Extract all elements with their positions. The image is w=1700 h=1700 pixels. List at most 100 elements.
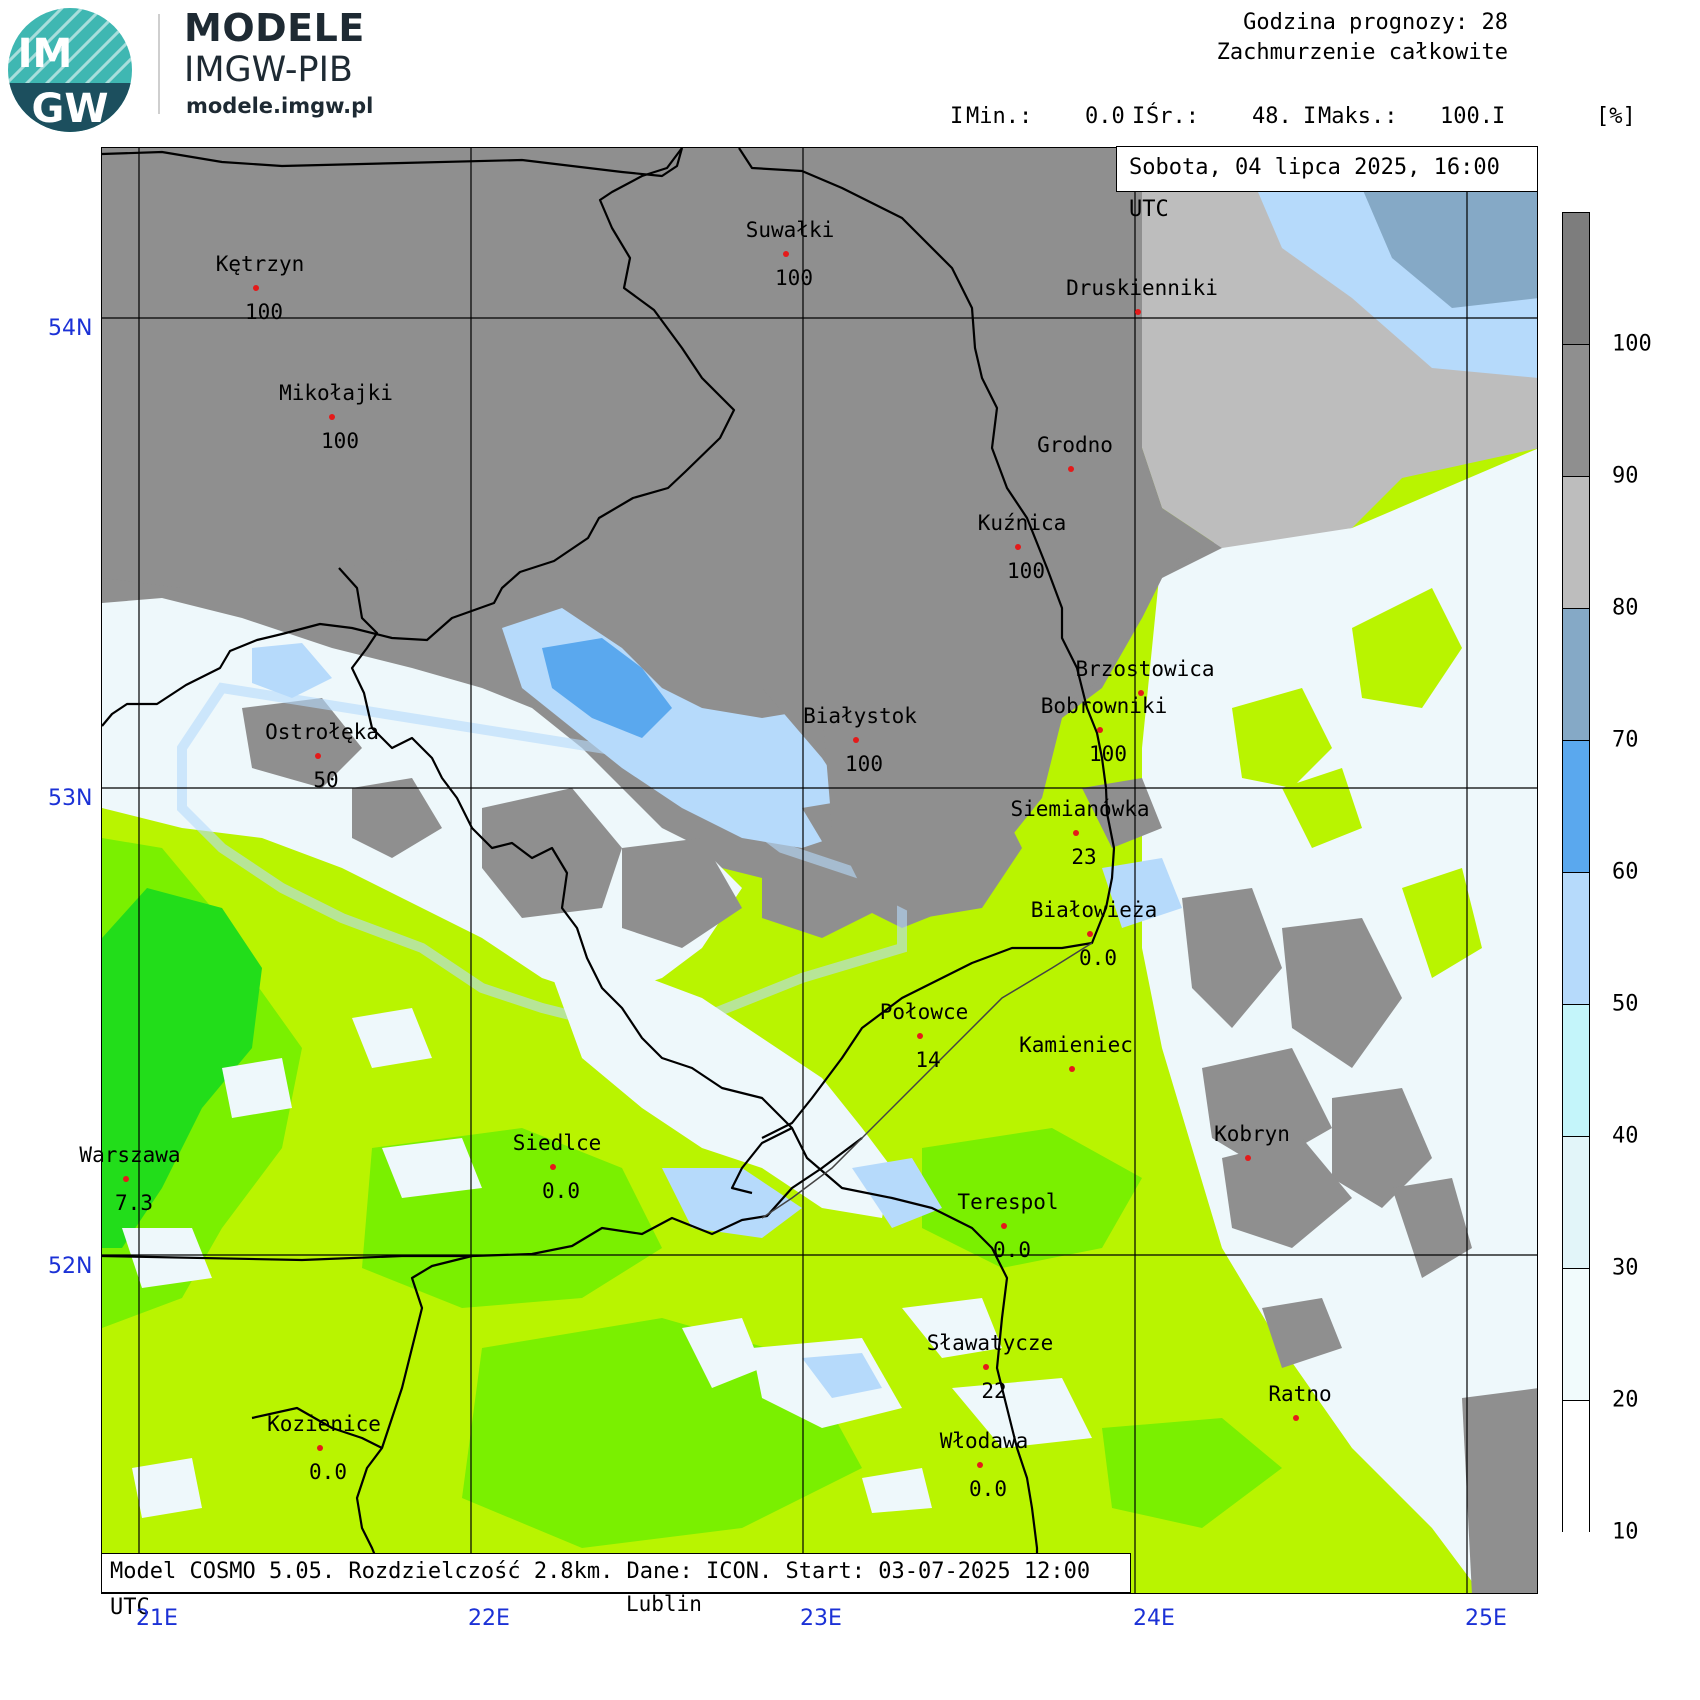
svg-text:GW: GW <box>32 86 109 132</box>
stats-avg-label: Śr.: <box>1146 104 1199 129</box>
legend-swatch <box>1563 609 1589 741</box>
city-name: Ostrołęka <box>265 720 379 744</box>
legend-swatch <box>1563 1005 1589 1137</box>
city-value: 0.0 <box>993 1238 1031 1262</box>
brand-url-link[interactable]: modele.imgw.pl <box>186 94 374 118</box>
city-value: 0.0 <box>542 1179 580 1203</box>
city-marker-icon <box>123 1176 129 1182</box>
lat-label-53n: 53N <box>48 786 93 811</box>
city-name: Połowce <box>879 1000 969 1024</box>
city-marker-icon <box>1138 690 1144 696</box>
imgw-logo-icon: IM GW <box>8 8 132 132</box>
city-marker-icon <box>1068 466 1074 472</box>
brand-divider <box>158 14 160 114</box>
city-name: Siemianówka <box>1010 797 1150 821</box>
city-marker-icon <box>983 1364 989 1370</box>
city-name: Kozienice <box>267 1412 381 1436</box>
city-marker-icon <box>1015 544 1021 550</box>
lat-label-52n: 52N <box>48 1254 93 1279</box>
stats-max-label: Maks.: <box>1318 104 1398 129</box>
city-value: 100 <box>1089 742 1127 766</box>
city-name: Warszawa <box>79 1143 181 1167</box>
city-value: 14 <box>915 1048 941 1072</box>
city-value: 23 <box>1071 845 1097 869</box>
city-value: 22 <box>981 1379 1007 1403</box>
city-name: Kętrzyn <box>215 252 305 276</box>
lublin-label: Lublin <box>626 1592 702 1616</box>
city-marker-icon <box>1001 1223 1007 1229</box>
stats-unit: [%] <box>1596 104 1636 129</box>
city-marker-icon <box>1135 309 1141 315</box>
city-name: Siedlce <box>512 1131 602 1155</box>
cloud-cover-field <box>102 148 1537 1593</box>
city-name: Włodawa <box>939 1429 1029 1453</box>
svg-text:IM: IM <box>18 31 73 77</box>
legend-tick-label: 60 <box>1612 859 1639 885</box>
city-marker-icon <box>917 1033 923 1039</box>
city-marker-icon <box>1097 727 1103 733</box>
model-info-label: Model COSMO 5.05. Rozdzielczość 2.8km. D… <box>101 1553 1131 1620</box>
legend-tick-label: 10 <box>1612 1519 1639 1545</box>
city-value: 100 <box>245 300 283 324</box>
legend-tick-label: 80 <box>1612 595 1639 621</box>
stats-avg-value: 48. <box>1252 104 1292 129</box>
city-value: 100 <box>775 266 813 290</box>
city-name: Brzostowica <box>1075 657 1215 681</box>
legend-swatch <box>1563 1137 1589 1269</box>
city-marker-icon <box>315 753 321 759</box>
city-name: Terespol <box>957 1190 1059 1214</box>
city-name: Białystok <box>803 704 917 728</box>
stats-separator: I <box>950 104 964 129</box>
cloud-cover-map[interactable] <box>101 147 1538 1594</box>
legend-swatch <box>1563 1269 1589 1401</box>
city-marker-icon <box>1069 1066 1075 1072</box>
date-label: Sobota, 04 lipca 2025, 16:00 UTC <box>1116 146 1538 222</box>
legend-tick-label: 20 <box>1612 1387 1639 1413</box>
brand-subtitle: IMGW-PIB <box>184 50 353 90</box>
city-marker-icon <box>329 414 335 420</box>
city-name: Mikołajki <box>279 381 393 405</box>
legend-swatch <box>1563 345 1589 477</box>
stats-max-value: 100. <box>1440 104 1493 129</box>
legend-tick-label: 90 <box>1612 463 1639 489</box>
stats-separator: I <box>1492 104 1506 129</box>
legend-tick-label: 100 <box>1612 331 1652 357</box>
city-name: Suwałki <box>745 218 835 242</box>
legend-swatch <box>1563 1401 1589 1533</box>
city-name: Sławatycze <box>926 1331 1054 1355</box>
lon-label-21e: 21E <box>136 1606 178 1631</box>
city-name: Kuźnica <box>977 511 1067 535</box>
brand-title: MODELE <box>184 6 365 50</box>
city-name: Bobrowniki <box>1040 694 1168 718</box>
city-name: Kamieniec <box>1019 1033 1133 1057</box>
legend-color-bar <box>1562 212 1590 1533</box>
city-name: Ratno <box>1268 1382 1332 1406</box>
city-value: 0.0 <box>969 1477 1007 1501</box>
city-marker-icon <box>1087 931 1093 937</box>
city-marker-icon <box>1245 1155 1251 1161</box>
lon-label-24e: 24E <box>1133 1606 1175 1631</box>
city-marker-icon <box>1293 1415 1299 1421</box>
city-marker-icon <box>853 737 859 743</box>
city-marker-icon <box>253 285 259 291</box>
city-value: 0.0 <box>309 1460 347 1484</box>
stats-separator: I <box>1303 104 1317 129</box>
stats-min-label: Min.: <box>966 104 1033 129</box>
city-name: Kobryn <box>1214 1122 1290 1146</box>
city-marker-icon <box>783 251 789 257</box>
legend-swatch <box>1563 741 1589 873</box>
city-name: Białowieża <box>1030 898 1158 922</box>
city-value: 0.0 <box>1079 946 1117 970</box>
city-marker-icon <box>977 1462 983 1468</box>
lon-label-23e: 23E <box>800 1606 842 1631</box>
stats-min-value: 0.0 <box>1085 104 1125 129</box>
city-marker-icon <box>317 1445 323 1451</box>
legend-tick-label: 50 <box>1612 991 1639 1017</box>
variable-title: Zachmurzenie całkowite <box>1216 40 1508 65</box>
legend-swatch <box>1563 477 1589 609</box>
city-name: Grodno <box>1037 433 1113 457</box>
city-marker-icon <box>550 1164 556 1170</box>
city-value: 100 <box>321 429 359 453</box>
stats-separator: I <box>1132 104 1146 129</box>
lat-label-54n: 54N <box>48 316 93 341</box>
